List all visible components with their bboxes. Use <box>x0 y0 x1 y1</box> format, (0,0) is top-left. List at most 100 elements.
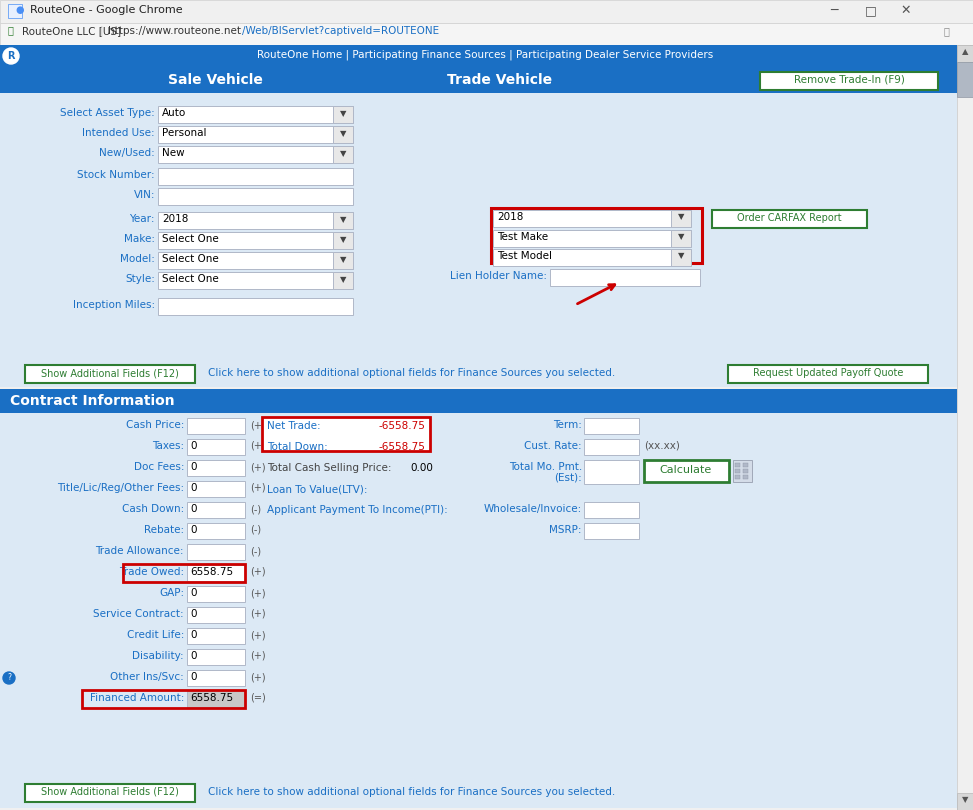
Text: (Est):: (Est): <box>555 472 582 482</box>
FancyBboxPatch shape <box>0 389 957 413</box>
FancyBboxPatch shape <box>187 565 245 581</box>
Text: Doc Fees:: Doc Fees: <box>133 462 184 472</box>
FancyBboxPatch shape <box>158 188 353 205</box>
Text: Select Asset Type:: Select Asset Type: <box>60 108 155 118</box>
Circle shape <box>2 47 20 65</box>
Text: Applicant Payment To Income(PTI):: Applicant Payment To Income(PTI): <box>267 505 448 515</box>
FancyBboxPatch shape <box>187 544 245 560</box>
Text: Year:: Year: <box>129 214 155 224</box>
FancyBboxPatch shape <box>0 389 957 808</box>
Text: 6558.75: 6558.75 <box>190 693 234 703</box>
Text: R: R <box>7 51 15 61</box>
FancyBboxPatch shape <box>187 586 245 602</box>
FancyBboxPatch shape <box>187 481 245 497</box>
Text: /Web/BIServlet?captiveId=ROUTEONE: /Web/BIServlet?captiveId=ROUTEONE <box>242 26 439 36</box>
FancyBboxPatch shape <box>743 469 748 473</box>
Text: RouteOne LLC [US]: RouteOne LLC [US] <box>22 26 121 36</box>
FancyBboxPatch shape <box>187 460 245 476</box>
Text: ✕: ✕ <box>900 4 911 17</box>
Text: Show Additional Fields (F12): Show Additional Fields (F12) <box>41 368 179 378</box>
Text: Other Ins/Svc:: Other Ins/Svc: <box>110 672 184 682</box>
Text: ▼: ▼ <box>678 212 684 221</box>
FancyBboxPatch shape <box>493 210 691 227</box>
FancyBboxPatch shape <box>158 232 353 249</box>
Text: 0: 0 <box>190 504 197 514</box>
Text: Select One: Select One <box>162 274 219 284</box>
Text: 0: 0 <box>190 441 197 451</box>
FancyBboxPatch shape <box>957 45 973 62</box>
Text: New/Used:: New/Used: <box>99 148 155 158</box>
Text: Style:: Style: <box>126 274 155 284</box>
Text: ▼: ▼ <box>340 235 346 244</box>
Text: ─: ─ <box>830 4 838 17</box>
Text: Click here to show additional optional fields for Finance Sources you selected.: Click here to show additional optional f… <box>208 787 615 797</box>
FancyBboxPatch shape <box>0 67 957 93</box>
Text: (-): (-) <box>250 525 261 535</box>
Text: (+): (+) <box>250 567 266 577</box>
Text: Wholesale/Invoice:: Wholesale/Invoice: <box>484 504 582 514</box>
FancyBboxPatch shape <box>187 523 245 539</box>
Text: Cash Price:: Cash Price: <box>126 420 184 430</box>
Text: (+): (+) <box>250 462 266 472</box>
FancyBboxPatch shape <box>584 439 639 455</box>
Text: Select One: Select One <box>162 234 219 244</box>
Text: ▼: ▼ <box>340 129 346 138</box>
Text: (+): (+) <box>250 588 266 598</box>
FancyBboxPatch shape <box>158 212 353 229</box>
FancyBboxPatch shape <box>743 475 748 479</box>
Text: Select One: Select One <box>162 254 219 264</box>
Text: ●: ● <box>15 5 23 15</box>
Text: ▼: ▼ <box>678 251 684 260</box>
Text: Total Mo. Pmt.: Total Mo. Pmt. <box>509 462 582 472</box>
Text: Total Cash Selling Price:: Total Cash Selling Price: <box>267 463 391 473</box>
Text: (-): (-) <box>250 546 261 556</box>
FancyBboxPatch shape <box>584 502 639 518</box>
Text: (+): (+) <box>250 441 266 451</box>
Text: Remove Trade-In (F9): Remove Trade-In (F9) <box>794 75 905 85</box>
Text: Taxes:: Taxes: <box>152 441 184 451</box>
FancyBboxPatch shape <box>25 365 195 383</box>
FancyBboxPatch shape <box>493 249 691 266</box>
Text: Test Make: Test Make <box>497 232 548 242</box>
Text: ?: ? <box>7 673 11 683</box>
FancyBboxPatch shape <box>735 475 740 479</box>
Text: (+): (+) <box>250 630 266 640</box>
Text: 0: 0 <box>190 483 197 493</box>
FancyBboxPatch shape <box>158 272 353 289</box>
Text: Total Down:: Total Down: <box>267 442 328 452</box>
FancyBboxPatch shape <box>584 523 639 539</box>
Text: Model:: Model: <box>120 254 155 264</box>
FancyBboxPatch shape <box>333 272 353 289</box>
FancyBboxPatch shape <box>187 418 245 434</box>
FancyBboxPatch shape <box>760 72 938 90</box>
Text: MSRP:: MSRP: <box>550 525 582 535</box>
Text: New: New <box>162 148 185 158</box>
FancyBboxPatch shape <box>957 45 973 810</box>
Text: Credit Life:: Credit Life: <box>126 630 184 640</box>
FancyBboxPatch shape <box>158 146 353 163</box>
Text: ▼: ▼ <box>340 275 346 284</box>
Text: VIN:: VIN: <box>133 190 155 200</box>
Text: Inception Miles:: Inception Miles: <box>73 300 155 310</box>
Text: 2018: 2018 <box>162 214 189 224</box>
Text: Auto: Auto <box>162 108 186 118</box>
FancyBboxPatch shape <box>187 502 245 518</box>
Text: Order CARFAX Report: Order CARFAX Report <box>737 213 842 223</box>
Text: Term:: Term: <box>553 420 582 430</box>
FancyBboxPatch shape <box>25 784 195 802</box>
Text: (=): (=) <box>250 693 266 703</box>
Text: (+): (+) <box>250 609 266 619</box>
Text: Rebate:: Rebate: <box>144 525 184 535</box>
Text: -6558.75: -6558.75 <box>378 442 425 452</box>
Text: -6558.75: -6558.75 <box>378 421 425 431</box>
FancyBboxPatch shape <box>735 463 740 467</box>
Text: (+): (+) <box>250 651 266 661</box>
Text: 0.00: 0.00 <box>410 463 433 473</box>
Text: ▼: ▼ <box>340 215 346 224</box>
Text: Intended Use:: Intended Use: <box>83 128 155 138</box>
FancyBboxPatch shape <box>728 365 928 383</box>
FancyBboxPatch shape <box>584 460 639 484</box>
Text: Trade Allowance:: Trade Allowance: <box>95 546 184 556</box>
FancyBboxPatch shape <box>187 691 245 707</box>
Text: 0: 0 <box>190 672 197 682</box>
